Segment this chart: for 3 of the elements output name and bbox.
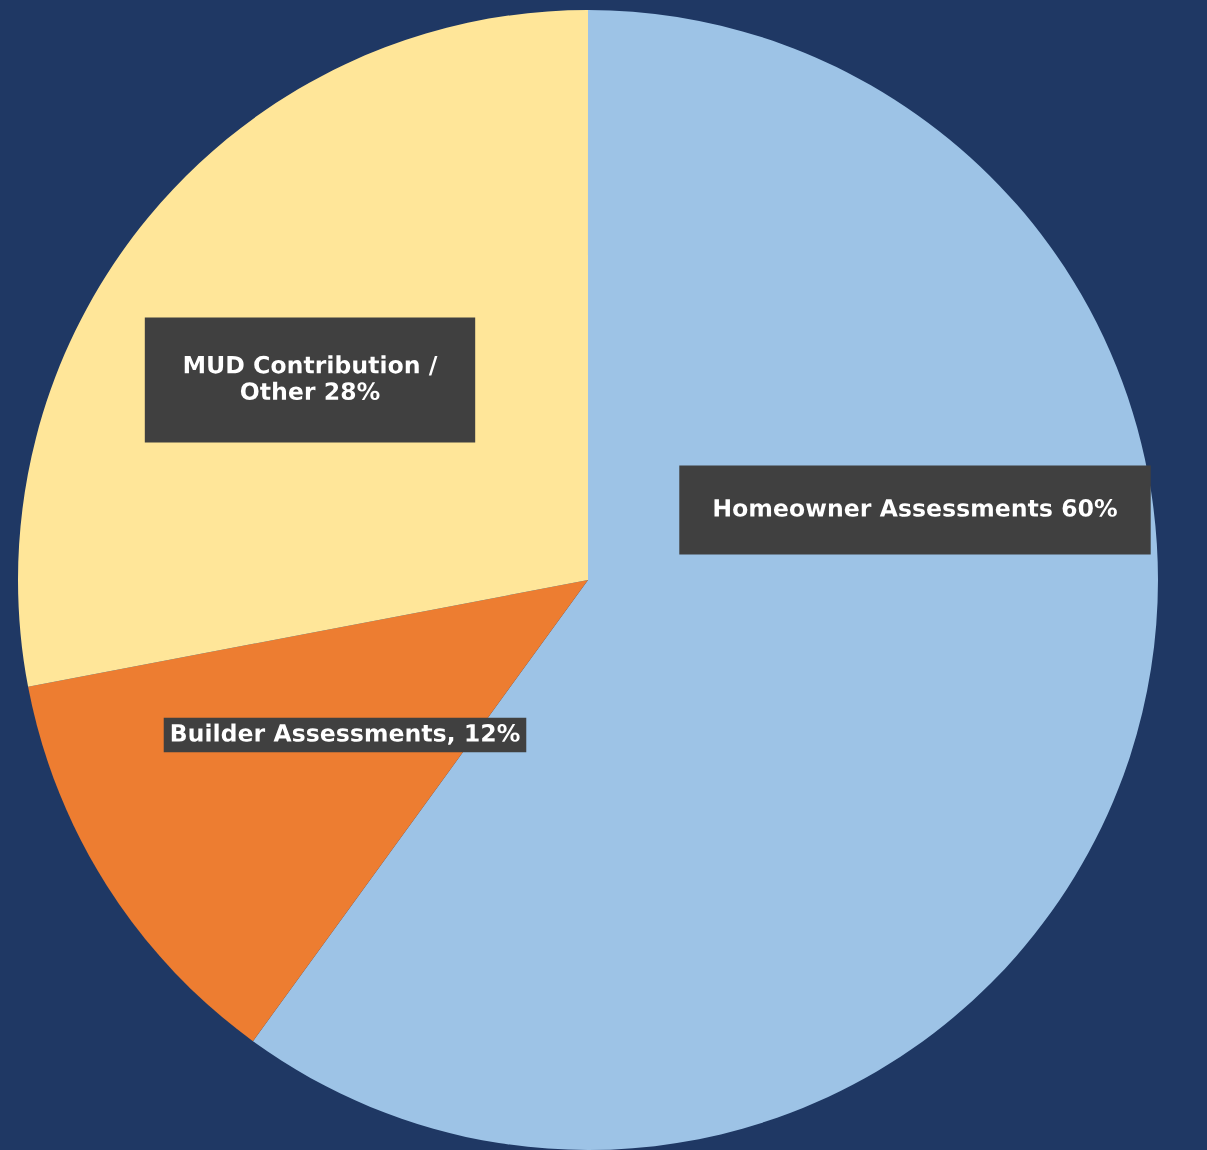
slice-label: MUD Contribution / Other 28% xyxy=(184,355,438,401)
slice-label: Builder Assessments, 12% xyxy=(171,723,520,745)
slice-label: Homeowner Assessments 60% xyxy=(714,498,1117,517)
